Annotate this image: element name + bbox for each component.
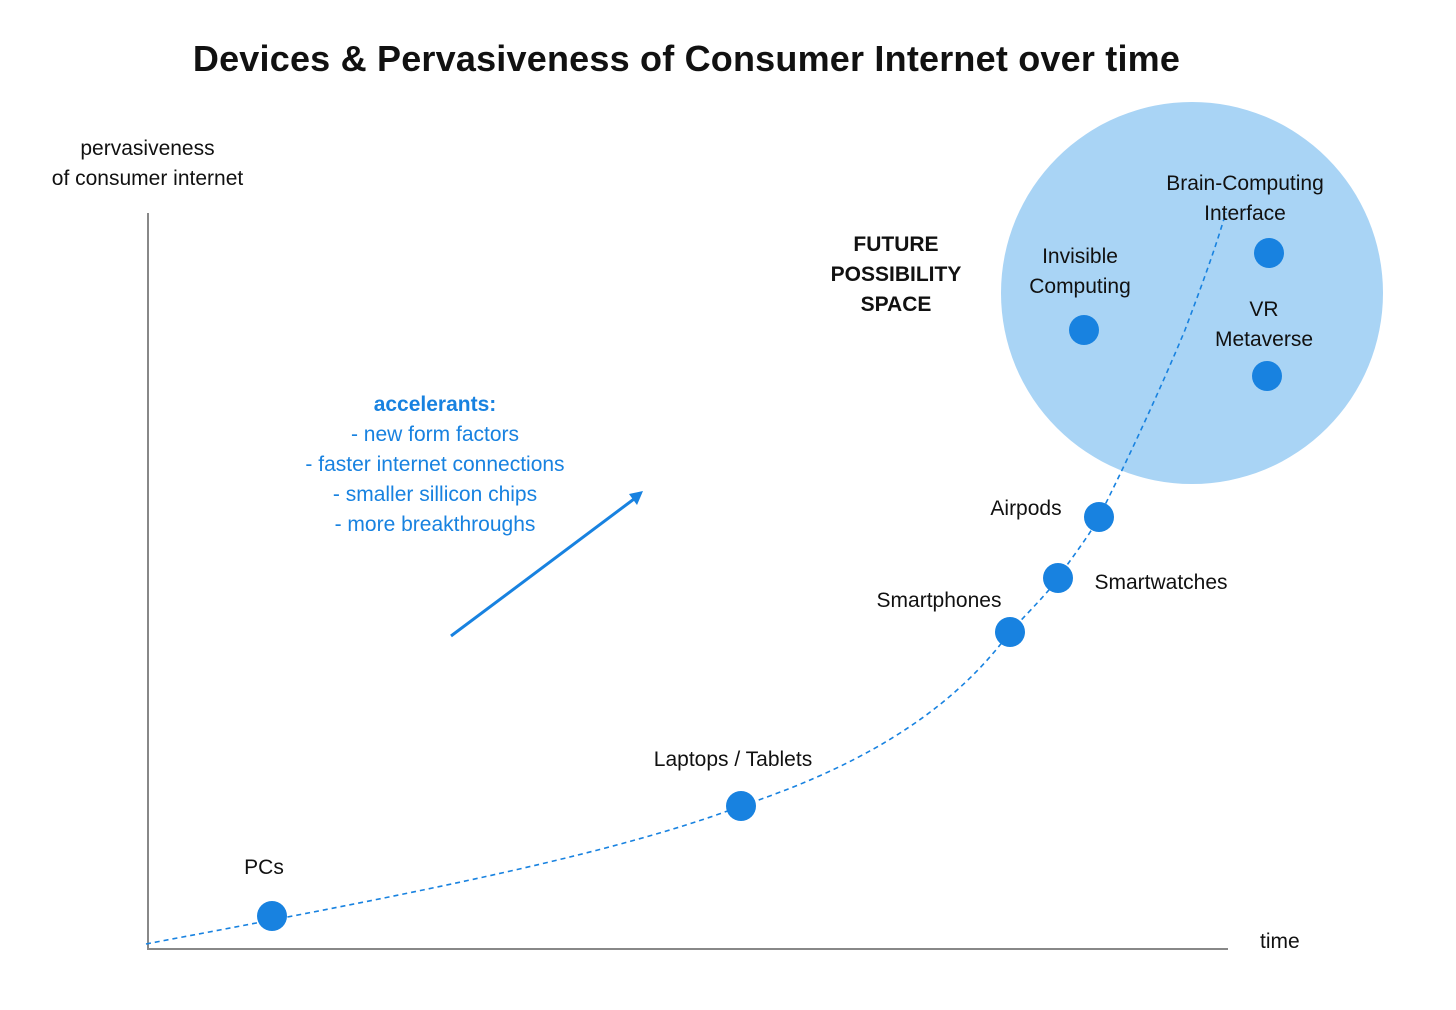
smartwatches-dot (1043, 563, 1073, 593)
page-title: Devices & Pervasiveness of Consumer Inte… (192, 38, 1181, 79)
future-possibility-bubble (1001, 102, 1383, 484)
accelerant-arrow-head (629, 491, 643, 505)
brain-computing-interface-dot (1254, 238, 1284, 268)
laptops-tablets-dot (726, 791, 756, 821)
future-line1: FUTURE (853, 233, 939, 256)
airpods-label: Airpods (990, 497, 1062, 520)
vr-metaverse-dot (1252, 361, 1282, 391)
future-line3: SPACE (860, 293, 932, 316)
invisible-computing-line2: Computing (1029, 275, 1131, 298)
vr-metaverse-line2: Metaverse (1214, 328, 1314, 351)
invisible-computing-label: Invisible Computing (1004, 242, 1156, 302)
smartphones-label: Smartphones (876, 589, 1002, 612)
airpods-dot (1084, 502, 1114, 532)
pcs-label: PCs (244, 856, 284, 879)
brain-computing-interface-label: Brain-Computing Interface (1140, 169, 1350, 229)
vr-metaverse-line1: VR (1249, 298, 1279, 321)
invisible-computing-line1: Invisible (1042, 245, 1118, 268)
y-axis-label: pervasiveness of consumer internet (20, 134, 275, 194)
accelerant-item: - new form factors (350, 423, 520, 446)
growth-curve (145, 211, 1227, 945)
accelerant-item: - more breakthroughs (334, 513, 536, 536)
brain-computing-interface-line1: Brain-Computing (1166, 172, 1324, 195)
accelerant-item: - smaller sillicon chips (332, 483, 538, 506)
accelerant-arrow-line (450, 497, 635, 638)
vr-metaverse-label: VR Metaverse (1194, 295, 1334, 355)
accelerants-block: accelerants: - new form factors - faster… (250, 390, 620, 540)
invisible-computing-dot (1069, 315, 1099, 345)
accelerant-item: - faster internet connections (305, 453, 565, 476)
laptops-tablets-label: Laptops / Tablets (653, 748, 813, 771)
smartwatches-label: Smartwatches (1094, 571, 1228, 594)
brain-computing-interface-line2: Interface (1204, 202, 1286, 225)
pcs-dot (257, 901, 287, 931)
y-axis-label-line1: pervasiveness (80, 137, 215, 160)
x-axis-label: time (1260, 930, 1300, 953)
accelerants-heading: accelerants: (373, 393, 497, 416)
future-line2: POSSIBILITY (830, 263, 962, 286)
y-axis-label-line2: of consumer internet (51, 167, 244, 190)
smartphones-dot (995, 617, 1025, 647)
future-possibility-label: FUTURE POSSIBILITY SPACE (806, 230, 986, 320)
